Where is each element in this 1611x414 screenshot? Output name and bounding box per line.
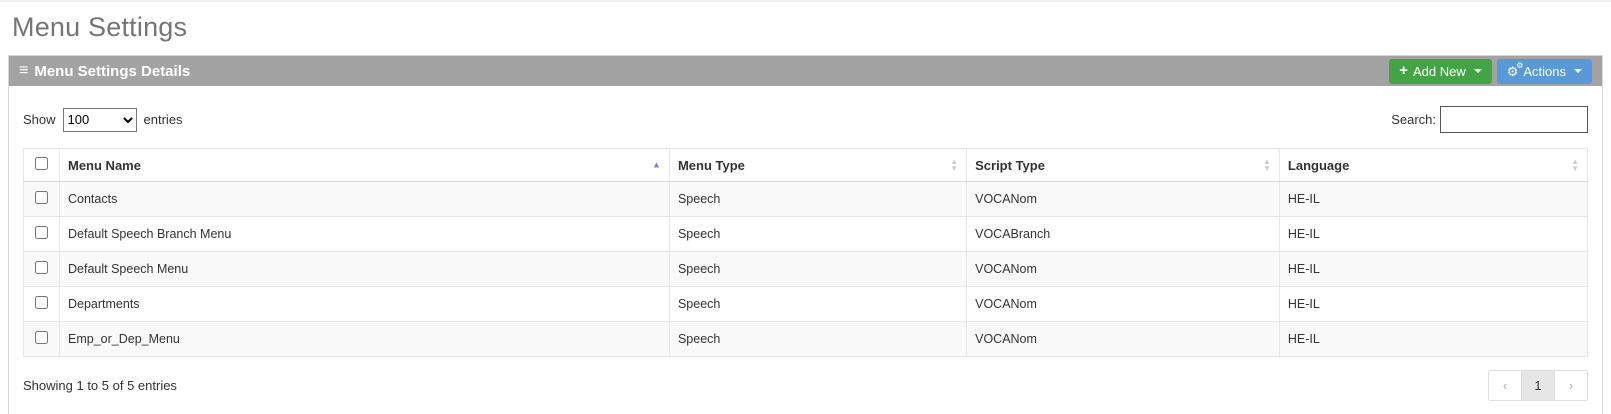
table-row[interactable]: Departments Speech VOCANom HE-IL xyxy=(23,286,1589,322)
row-checkbox-cell xyxy=(23,181,60,217)
cell-language: HE-IL xyxy=(1278,216,1589,252)
pagination-page-1-button[interactable]: 1 xyxy=(1521,370,1555,401)
table-header-row: Menu Name ▲ Menu Type ▲ ▼ Script Type ▲ ▼ xyxy=(23,148,1589,182)
row-checkbox-cell xyxy=(23,216,60,252)
table-row[interactable]: Contacts Speech VOCANom HE-IL xyxy=(23,181,1589,217)
page-title: Menu Settings xyxy=(12,12,188,42)
actions-button[interactable]: ⚙ ⚙ Actions xyxy=(1496,58,1592,84)
cell-language: HE-IL xyxy=(1278,286,1589,322)
table-body: Contacts Speech VOCANom HE-IL Default Sp… xyxy=(23,181,1589,357)
cell-script-type: VOCABranch xyxy=(966,216,1280,252)
select-all-checkbox[interactable] xyxy=(35,157,48,170)
panel-body: Show 100 entries Search: xyxy=(9,86,1602,414)
add-new-label: Add New xyxy=(1412,63,1466,79)
sort-icon: ▲ ▼ xyxy=(1262,157,1271,173)
row-checkbox[interactable] xyxy=(35,331,48,344)
panel-header-buttons: + Add New ⚙ ⚙ Actions xyxy=(1389,58,1592,84)
cell-menu-name: Contacts xyxy=(59,181,670,217)
cell-menu-type: Speech xyxy=(668,251,968,287)
column-header-label: Menu Name xyxy=(68,157,141,173)
table-controls: Show 100 entries Search: xyxy=(23,106,1588,133)
pagination: ‹ 1 › xyxy=(1488,370,1588,401)
row-checkbox[interactable] xyxy=(35,296,48,309)
row-checkbox[interactable] xyxy=(35,226,48,239)
actions-label: Actions xyxy=(1523,63,1566,79)
cell-menu-type: Speech xyxy=(668,321,968,357)
cogs-icon: ⚙ ⚙ xyxy=(1506,60,1524,79)
cell-menu-type: Speech xyxy=(668,216,968,252)
caret-down-icon xyxy=(1574,69,1582,73)
cell-script-type: VOCANom xyxy=(966,181,1280,217)
cell-menu-name: Default Speech Menu xyxy=(59,251,670,287)
hamburger-icon: ≡ xyxy=(19,62,29,79)
sort-ascending-icon: ▲ xyxy=(652,159,661,170)
cell-script-type: VOCANom xyxy=(966,286,1280,322)
cell-language: HE-IL xyxy=(1278,321,1589,357)
page-length-control: Show 100 entries xyxy=(23,107,183,132)
column-header-label: Script Type xyxy=(975,157,1045,173)
add-new-button[interactable]: + Add New xyxy=(1389,58,1492,84)
cell-menu-type: Speech xyxy=(668,181,968,217)
show-label: Show xyxy=(23,112,56,127)
sort-icon: ▲ ▼ xyxy=(950,157,959,173)
panel-header: ≡ Menu Settings Details + Add New ⚙ ⚙ Act… xyxy=(9,56,1602,86)
cell-script-type: VOCANom xyxy=(966,251,1280,287)
column-header-menu-name[interactable]: Menu Name ▲ xyxy=(59,148,670,182)
cell-language: HE-IL xyxy=(1278,181,1589,217)
cell-menu-name: Departments xyxy=(59,286,670,322)
column-header-label: Menu Type xyxy=(677,157,745,173)
cell-menu-name: Default Speech Branch Menu xyxy=(59,216,670,252)
panel-title: Menu Settings Details xyxy=(34,62,191,80)
row-checkbox[interactable] xyxy=(35,191,48,204)
pagination-next-button[interactable]: › xyxy=(1554,370,1588,401)
search-label: Search: xyxy=(1391,112,1436,127)
pagination-prev-button[interactable]: ‹ xyxy=(1488,370,1522,401)
cell-script-type: VOCANom xyxy=(966,321,1280,357)
select-all-header-cell xyxy=(23,148,60,182)
search-input[interactable] xyxy=(1440,106,1588,133)
cell-language: HE-IL xyxy=(1278,251,1589,287)
search-control: Search: xyxy=(1391,106,1588,133)
row-checkbox[interactable] xyxy=(35,261,48,274)
entries-select[interactable]: 100 xyxy=(62,107,137,132)
sort-icon: ▲ ▼ xyxy=(1571,157,1579,173)
cell-menu-type: Speech xyxy=(668,286,968,322)
menu-settings-table: Menu Name ▲ Menu Type ▲ ▼ Script Type ▲ ▼ xyxy=(23,148,1589,357)
column-header-menu-type[interactable]: Menu Type ▲ ▼ xyxy=(668,148,968,182)
table-footer: Showing 1 to 5 of 5 entries ‹ 1 › xyxy=(23,370,1588,401)
plus-icon: + xyxy=(1399,62,1408,79)
caret-down-icon xyxy=(1473,69,1482,73)
row-checkbox-cell xyxy=(23,321,60,357)
showing-info: Showing 1 to 5 of 5 entries xyxy=(23,378,177,393)
table-row[interactable]: Emp_or_Dep_Menu Speech VOCANom HE-IL xyxy=(23,321,1589,357)
table-row[interactable]: Default Speech Menu Speech VOCANom HE-IL xyxy=(23,251,1589,287)
table-row[interactable]: Default Speech Branch Menu Speech VOCABr… xyxy=(23,216,1589,252)
column-header-script-type[interactable]: Script Type ▲ ▼ xyxy=(966,148,1280,182)
cell-menu-name: Emp_or_Dep_Menu xyxy=(59,321,670,357)
column-header-language[interactable]: Language ▲ ▼ xyxy=(1278,148,1589,182)
menu-settings-panel: ≡ Menu Settings Details + Add New ⚙ ⚙ Act… xyxy=(8,55,1603,414)
row-checkbox-cell xyxy=(23,286,60,322)
row-checkbox-cell xyxy=(23,251,60,287)
column-header-label: Language xyxy=(1287,157,1350,173)
entries-label: entries xyxy=(143,112,183,127)
